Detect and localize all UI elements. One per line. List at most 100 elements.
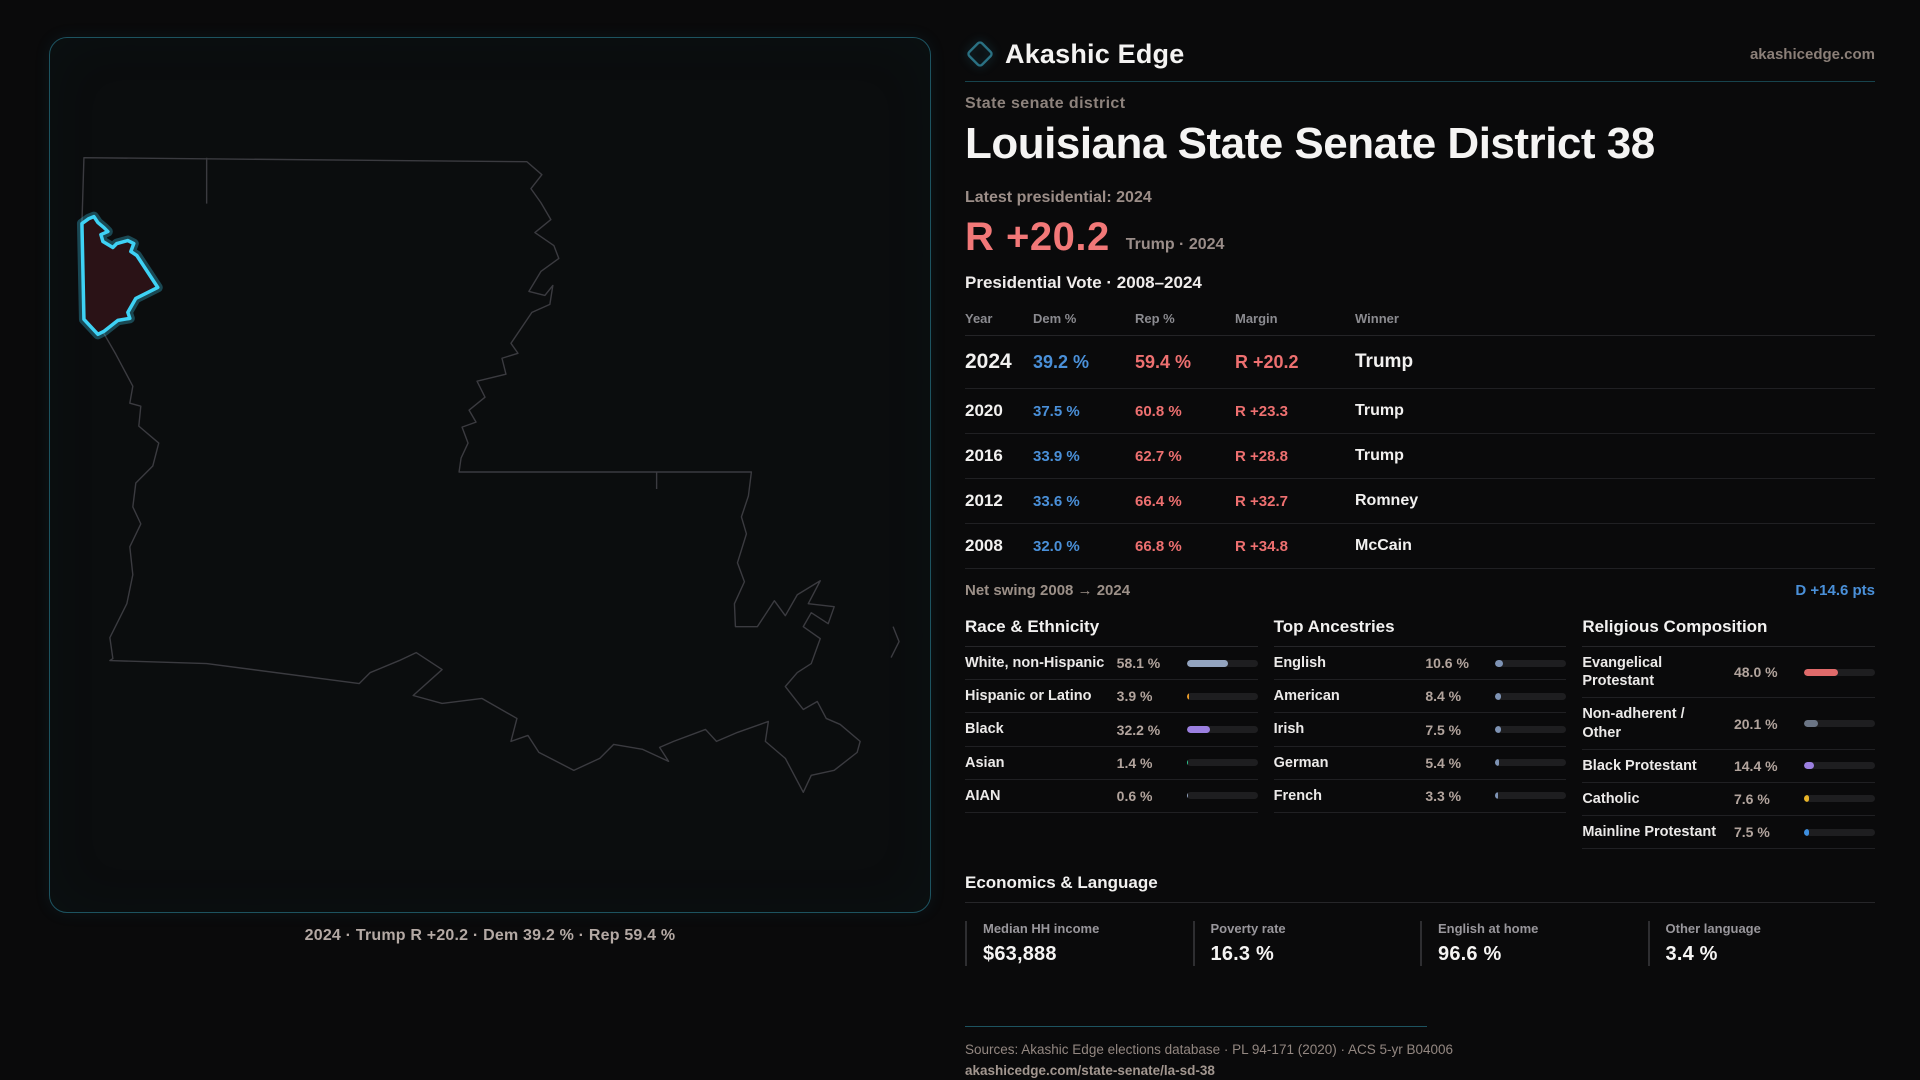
demo-label: Black: [965, 721, 1004, 738]
cell-rep-pct: 59.4 %: [1135, 351, 1192, 372]
demo-bar: [1186, 726, 1258, 733]
demo-bar: [1495, 659, 1567, 667]
demo-bar-fill: [1186, 692, 1190, 700]
demo-section-religious-composition: Religious Composition Evangelical Protest…: [1582, 617, 1875, 850]
economics-cards: Median HH income $63,888 Poverty rate 16.3 …: [965, 903, 1875, 967]
stat-card-label: Poverty rate: [1210, 921, 1286, 937]
demo-value: 32.2 %: [1116, 721, 1161, 738]
stat-card-value: 3.4 %: [1665, 943, 1718, 966]
demo-section-title: Top Ancestries: [1273, 617, 1567, 648]
stat-card-poverty-rate: Poverty rate 16.3 %: [1192, 921, 1421, 967]
table-body: 2024 39.2 % 59.4 % R +20.2 Trump 2020 37.5 % 60…: [965, 336, 1875, 570]
demo-bar-fill: [1495, 659, 1503, 667]
demo-value: 20.1 %: [1733, 715, 1778, 732]
demo-bar-fill: [1186, 726, 1210, 733]
brand-domain-link[interactable]: akashicedge.com: [1749, 45, 1875, 63]
demo-bar-fill: [1186, 659, 1228, 667]
demo-value: 58.1 %: [1116, 655, 1161, 672]
demo-row: Non-adherent / Other 20.1 %: [1582, 698, 1875, 750]
demo-label: Hispanic or Latino: [965, 688, 1092, 705]
headline-margin-sub: Trump · 2024: [1125, 236, 1225, 254]
demo-label: White, non-Hispanic: [965, 655, 1105, 672]
district-38-shape[interactable]: [80, 214, 160, 337]
demo-bar: [1803, 795, 1875, 803]
demo-value: 7.5 %: [1733, 824, 1770, 840]
footer-sources: Sources: Akashic Edge elections database…: [965, 1042, 1454, 1058]
demo-section-title: Race & Ethnicity: [965, 617, 1258, 648]
demo-value: 0.6 %: [1116, 787, 1153, 804]
table-col-header-dem: Dem %: [1033, 311, 1077, 327]
demo-section-title: Religious Composition: [1582, 617, 1875, 648]
demo-bar: [1803, 762, 1875, 770]
cell-dem-pct: 39.2 %: [1033, 351, 1090, 372]
demo-bar: [1186, 659, 1258, 667]
demo-row: AIAN 0.6 %: [965, 780, 1258, 813]
stat-card-value: 16.3 %: [1210, 943, 1274, 966]
demo-value: 7.6 %: [1733, 790, 1770, 807]
net-swing-value: D +14.6 pts: [1795, 582, 1875, 600]
demo-bar-fill: [1495, 792, 1498, 800]
net-swing-label: Net swing 2008 → 2024: [965, 582, 1131, 600]
table-col-header-year: Year: [965, 311, 993, 327]
cell-margin: R +20.2: [1235, 351, 1299, 372]
table-title: Presidential Vote · 2008–2024: [965, 273, 1202, 293]
demo-row: French 3.3 %: [1273, 780, 1567, 813]
interior-boundary-lines: [205, 157, 900, 658]
page-title: Louisiana State Senate District 38: [965, 119, 1655, 168]
cell-winner: Romney: [1355, 492, 1419, 510]
demo-bar: [1495, 726, 1567, 733]
table-col-header-rep: Rep %: [1135, 311, 1175, 327]
demo-row: Black 32.2 %: [965, 713, 1258, 747]
stat-card-value: $63,888: [983, 943, 1057, 966]
demo-bar: [1186, 759, 1258, 767]
cell-dem-pct: 33.9 %: [1033, 447, 1080, 465]
louisiana-map: [76, 157, 900, 793]
stat-card-value: 96.6 %: [1438, 943, 1502, 966]
table-row-2012: 2012 33.6 % 66.4 % R +32.7 Romney: [965, 479, 1875, 525]
details-panel: Akashic Edge akashicedge.com State senat…: [965, 36, 1875, 1080]
cell-winner: Trump: [1355, 351, 1414, 373]
demo-value: 10.6 %: [1425, 655, 1469, 672]
demo-row: Irish 7.5 %: [1273, 713, 1567, 747]
demo-row: Hispanic or Latino 3.9 %: [965, 680, 1258, 714]
latest-presidential-label: Latest presidential: 2024: [965, 189, 1152, 207]
demo-label: American: [1273, 688, 1340, 705]
footer-permalink[interactable]: akashicedge.com/state-senate/la-sd-38: [965, 1063, 1215, 1079]
cell-rep-pct: 62.7 %: [1135, 447, 1182, 465]
cell-margin: R +34.8: [1235, 537, 1288, 555]
presidential-vote-table: Year Dem % Rep % Margin Winner 2024 39.2 % 59.…: [965, 305, 1875, 609]
stat-card-english-at-home: English at home 96.6 %: [1420, 921, 1648, 967]
demo-value: 3.9 %: [1116, 688, 1153, 705]
cell-margin: R +23.3: [1235, 402, 1288, 420]
demo-row: American 8.4 %: [1273, 680, 1567, 714]
demo-label: Non-adherent / Other: [1582, 706, 1685, 741]
table-col-header-winner: Winner: [1355, 311, 1399, 327]
demo-row: Black Protestant 14.4 %: [1582, 750, 1875, 783]
header-divider: [965, 81, 1875, 82]
cell-rep-pct: 66.4 %: [1135, 492, 1182, 510]
demo-bar-fill: [1495, 726, 1501, 733]
demo-value: 3.3 %: [1425, 787, 1462, 804]
district-map-panel: [49, 37, 931, 913]
demo-label: German: [1273, 754, 1329, 771]
cell-dem-pct: 32.0 %: [1033, 537, 1080, 555]
demo-bar-fill: [1803, 828, 1810, 836]
demo-row: Mainline Protestant 7.5 %: [1582, 816, 1875, 850]
headline-margin-row: R +20.2 Trump · 2024: [965, 217, 1875, 257]
demo-bar-fill: [1495, 759, 1500, 767]
demo-value: 48.0 %: [1733, 664, 1778, 681]
demo-row: White, non-Hispanic 58.1 %: [965, 647, 1258, 681]
table-header-row: Year Dem % Rep % Margin Winner: [965, 305, 1875, 337]
demo-bar-fill: [1803, 720, 1819, 728]
cell-winner: Trump: [1355, 447, 1404, 465]
brand-diamond-icon: [967, 41, 993, 67]
demo-bar: [1186, 792, 1258, 800]
demo-value: 8.4 %: [1425, 688, 1462, 705]
demo-bar-fill: [1803, 668, 1839, 676]
cell-margin: R +32.7: [1235, 492, 1288, 510]
cell-year: 2024: [965, 350, 1012, 374]
cell-dem-pct: 33.6 %: [1033, 492, 1080, 510]
demo-bar: [1495, 759, 1567, 767]
demo-bar-fill: [1495, 692, 1502, 700]
